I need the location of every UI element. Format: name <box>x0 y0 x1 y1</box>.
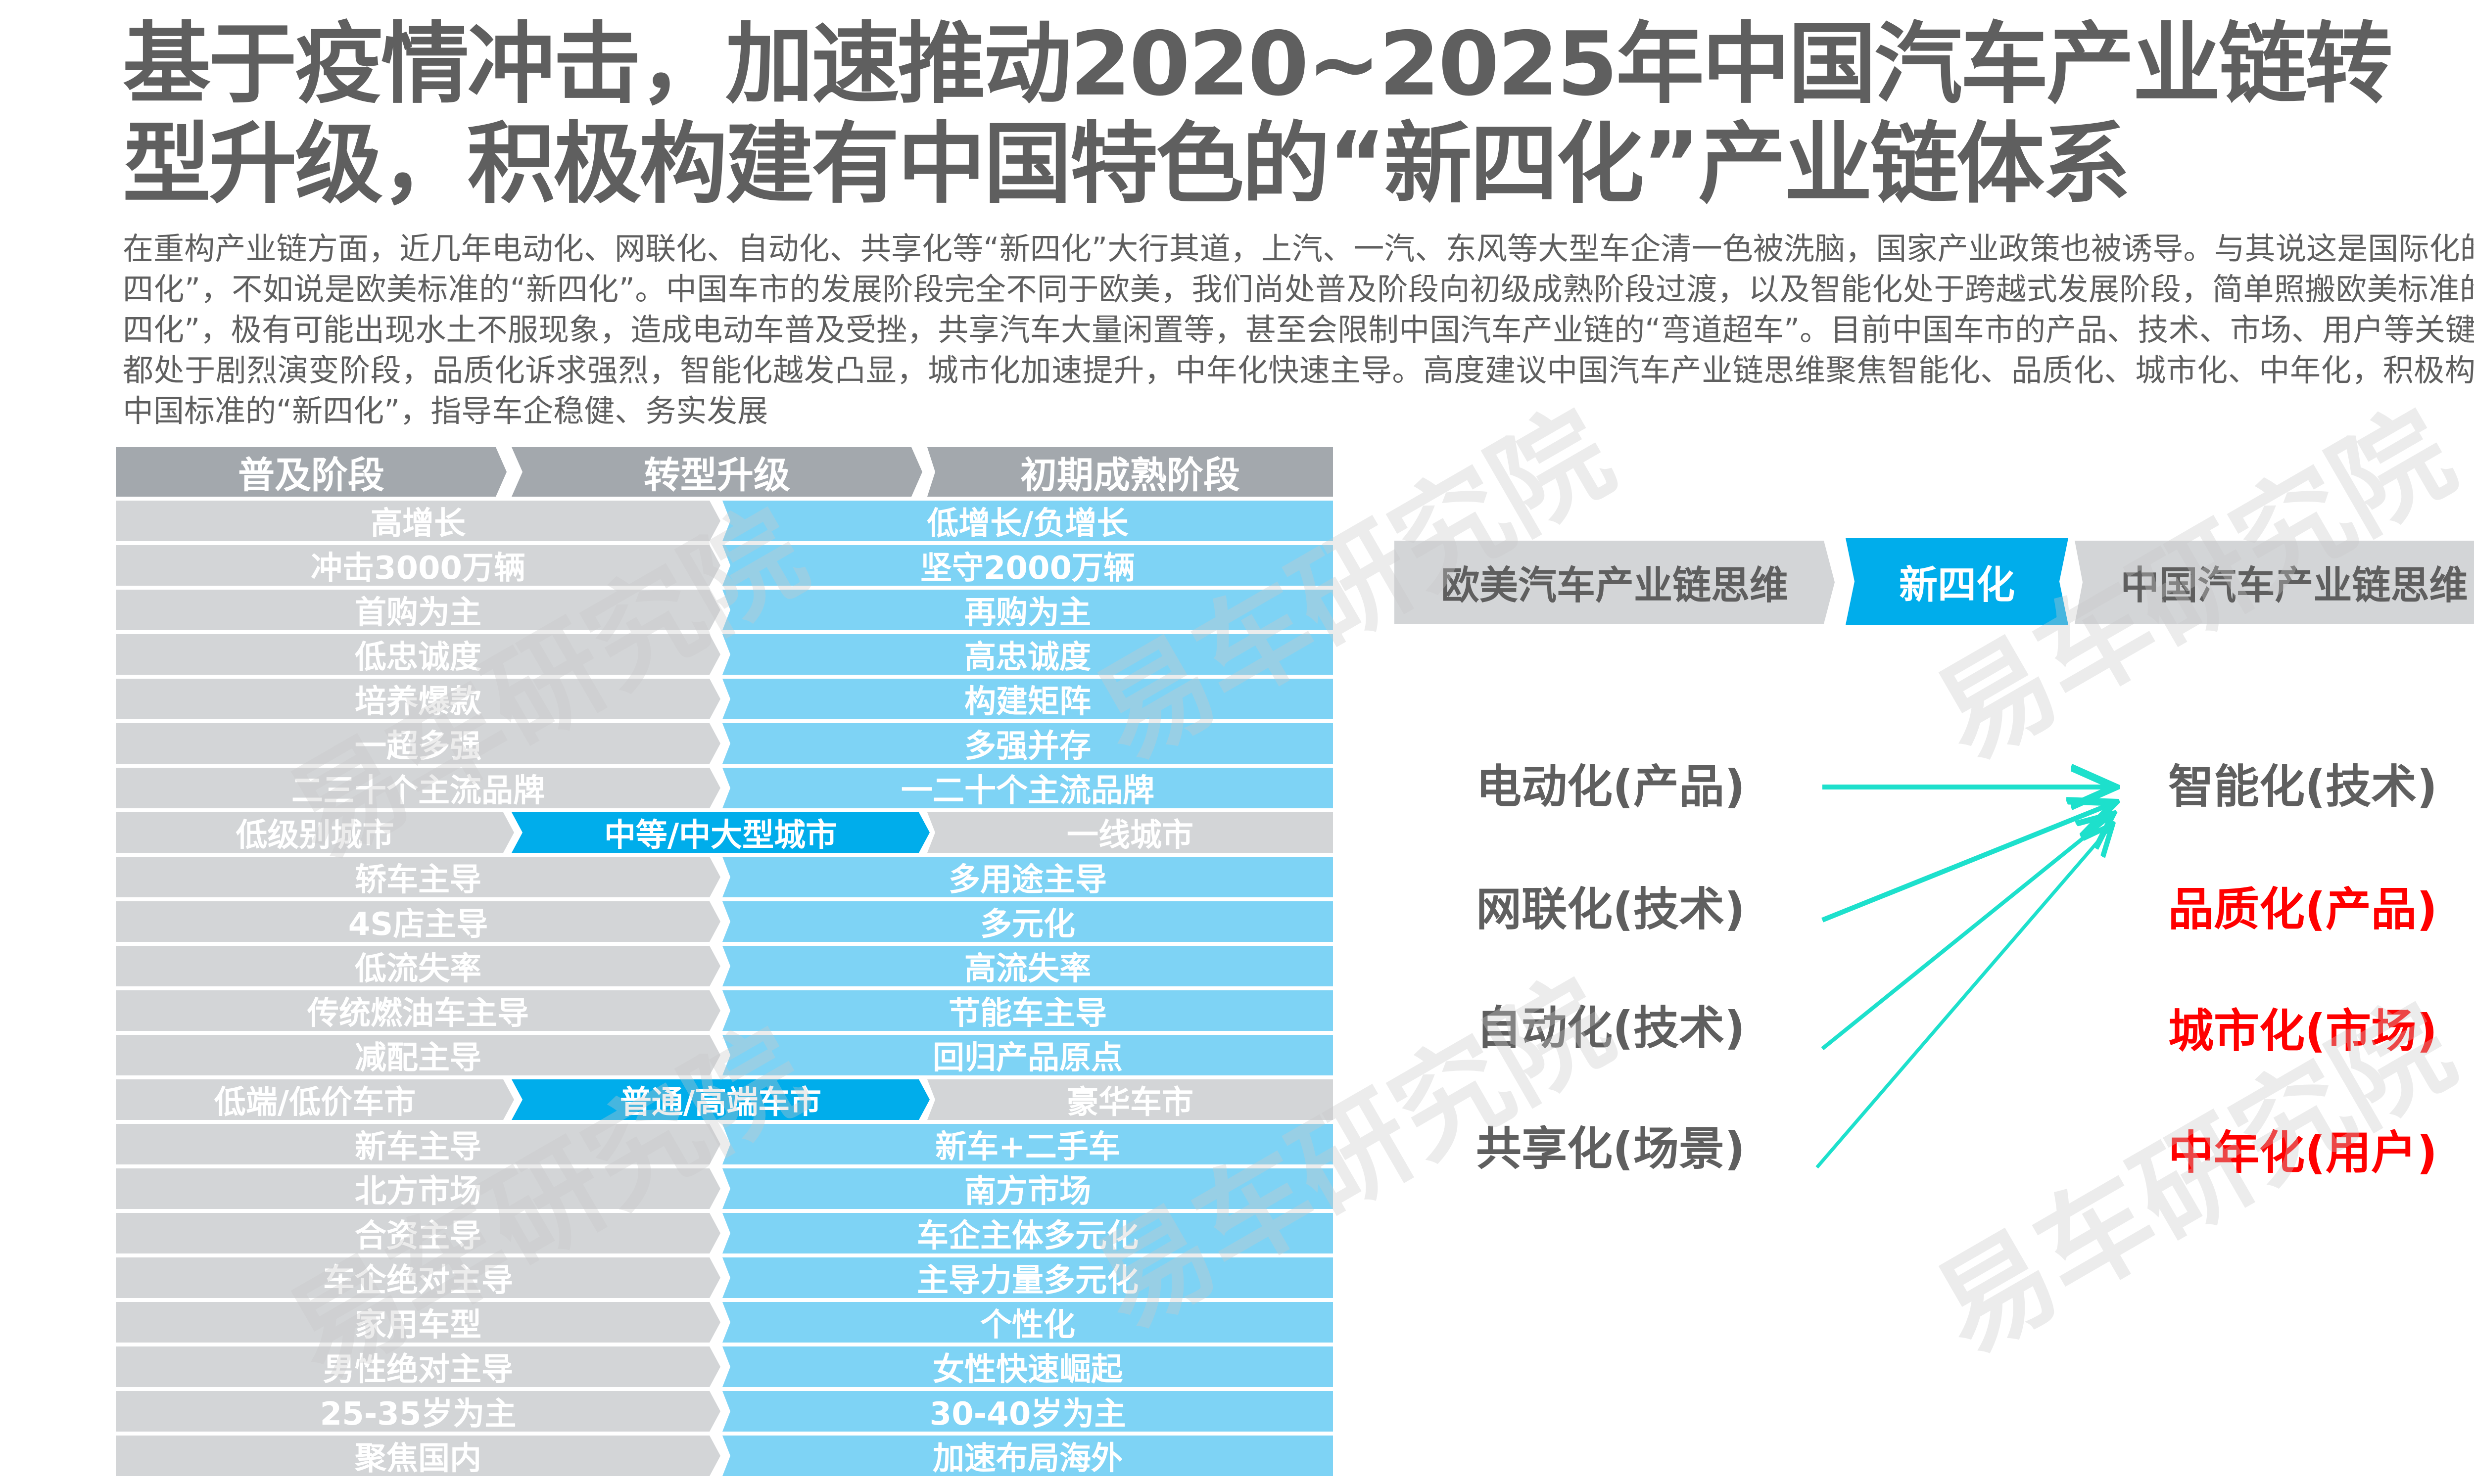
table-cell-right: 高忠诚度 <box>722 634 1333 675</box>
chinese-item-middle-age: 中年化(用户) <box>2168 1126 2438 1179</box>
table-cell-right: 节能车主导 <box>722 990 1333 1031</box>
table-cell-right: 豪华车市 <box>927 1079 1333 1120</box>
table-cell-right: 一线城市 <box>927 812 1333 853</box>
arrow-icon <box>1815 827 2110 1169</box>
table-cell-right: 加速布局海外 <box>722 1436 1333 1476</box>
table-cell-left: 减配主导 <box>116 1035 720 1075</box>
western-item-connectivity: 网联化(技术) <box>1476 883 1746 936</box>
table-cell-left: 车企绝对主导 <box>116 1257 720 1298</box>
table-cell-left: 传统燃油车主导 <box>116 990 720 1031</box>
stage-comparison-table: 普及阶段 转型升级 初期成熟阶段 高增长 低增长/负增长 冲击3000万辆 坚守200… <box>116 447 1333 1484</box>
chinese-item-quality: 品质化(产品) <box>2168 883 2438 936</box>
header-popularization-stage: 普及阶段 <box>116 447 507 497</box>
new-four-modernizations-label: 新四化 <box>1846 538 2068 625</box>
page-title-line-2: 型升级，积极构建有中国特色的“新四化”产业链体系 <box>123 113 2131 215</box>
table-cell-left: 家用车型 <box>116 1302 720 1343</box>
table-cell-right: 个性化 <box>722 1302 1333 1343</box>
table-cell-left: 低级别城市 <box>116 812 514 853</box>
table-cell-middle: 中等/中大型城市 <box>512 812 930 853</box>
table-cell-right: 多元化 <box>722 901 1333 942</box>
western-item-electrification: 电动化(产品) <box>1476 760 1746 813</box>
table-cell-right: 高流失率 <box>722 946 1333 986</box>
table-cell-left: 低流失率 <box>116 946 720 986</box>
table-cell-left: 4S店主导 <box>116 901 720 942</box>
chinese-item-intelligence: 智能化(技术) <box>2168 760 2438 813</box>
table-cell-left: 合资主导 <box>116 1213 720 1253</box>
table-cell-left: 25-35岁为主 <box>116 1391 720 1432</box>
table-cell-right: 女性快速崛起 <box>722 1346 1333 1387</box>
table-cell-right: 多强并存 <box>722 723 1333 764</box>
table-cell-left: 低忠诚度 <box>116 634 720 675</box>
western-item-automation: 自动化(技术) <box>1476 1002 1746 1055</box>
table-cell-right: 一二十个主流品牌 <box>722 768 1333 808</box>
table-cell-left: 北方市场 <box>116 1168 720 1209</box>
table-cell-left: 冲击3000万辆 <box>116 545 720 586</box>
table-cell-left: 聚焦国内 <box>116 1436 720 1476</box>
table-cell-left: 培养爆款 <box>116 679 720 719</box>
western-item-sharing: 共享化(场景) <box>1476 1122 1746 1175</box>
table-cell-middle: 普通/高端车市 <box>512 1079 930 1120</box>
table-cell-right: 30-40岁为主 <box>722 1391 1333 1432</box>
table-cell-left: 首购为主 <box>116 590 720 630</box>
table-cell-right: 构建矩阵 <box>722 679 1333 719</box>
table-cell-right: 回归产品原点 <box>722 1035 1333 1075</box>
table-cell-left: 新车主导 <box>116 1124 720 1164</box>
table-cell-left: 一超多强 <box>116 723 720 764</box>
chinese-thinking-label: 中国汽车产业链思维 <box>2075 541 2474 624</box>
table-cell-right: 多用途主导 <box>722 857 1333 897</box>
table-cell-left: 轿车主导 <box>116 857 720 897</box>
table-cell-right: 车企主体多元化 <box>722 1213 1333 1253</box>
table-cell-right: 南方市场 <box>722 1168 1333 1209</box>
table-cell-left: 低端/低价车市 <box>116 1079 514 1120</box>
header-transformation-upgrade: 转型升级 <box>512 447 922 497</box>
table-cell-right: 新车+二手车 <box>722 1124 1333 1164</box>
table-cell-left: 二三十个主流品牌 <box>116 768 720 808</box>
header-early-maturity-stage: 初期成熟阶段 <box>927 447 1333 497</box>
table-cell-left: 高增长 <box>116 501 720 541</box>
arrow-icon <box>1821 804 2110 923</box>
chinese-item-urbanization: 城市化(市场) <box>2168 1005 2438 1058</box>
western-thinking-label: 欧美汽车产业链思维 <box>1394 541 1835 624</box>
table-cell-right: 主导力量多元化 <box>722 1257 1333 1298</box>
arrow-icon <box>1821 816 2110 1051</box>
table-cell-right: 低增长/负增长 <box>722 501 1333 541</box>
intro-paragraph: 在重构产业链方面，近几年电动化、网联化、自动化、共享化等“新四化”大行其道，上汽… <box>123 231 2474 429</box>
page-title-line-1: 基于疫情冲击，加速推动2020~2025年中国汽车产业链转 <box>123 13 2393 115</box>
table-cell-right: 坚守2000万辆 <box>722 545 1333 586</box>
table-cell-right: 再购为主 <box>722 590 1333 630</box>
table-cell-left: 男性绝对主导 <box>116 1346 720 1387</box>
